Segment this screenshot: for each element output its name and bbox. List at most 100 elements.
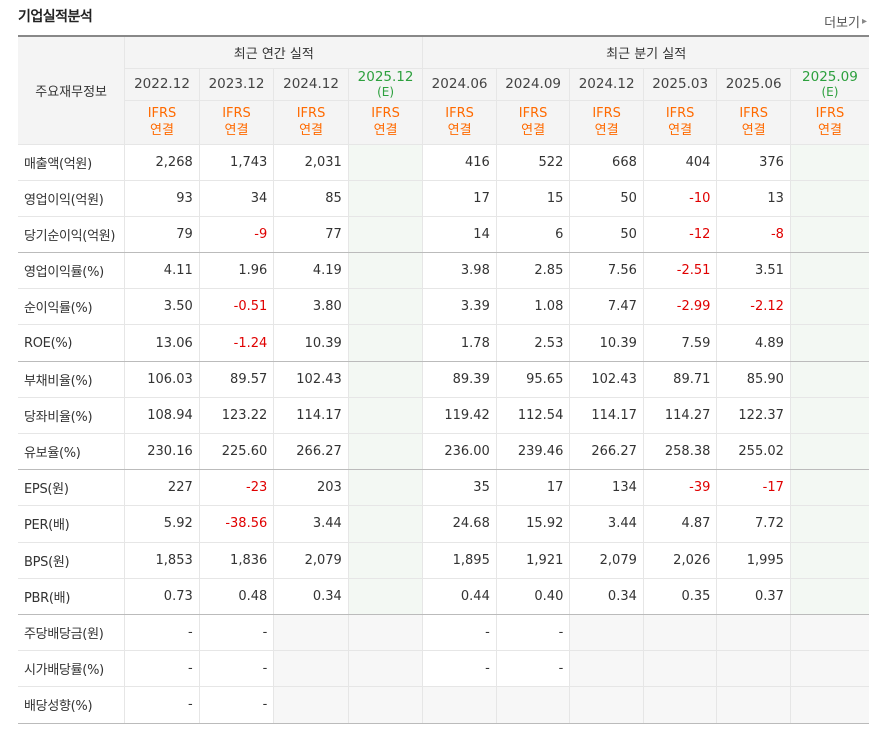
table-cell	[348, 505, 424, 543]
period-label: 2025.12	[357, 69, 414, 85]
table-cell: 7.47	[569, 288, 644, 326]
ifrs-header: IFRS 연결	[790, 100, 869, 145]
table-row: 주당배당금(원) - - - -	[18, 614, 869, 652]
period-header: 2024.06	[422, 68, 497, 101]
table-row: EPS(원) 227 -23 203 35 17 134 -39 -17	[18, 469, 869, 507]
table-cell: -	[422, 650, 497, 688]
table-cell: 404	[643, 144, 718, 181]
table-cell: 50	[569, 180, 644, 217]
period-label: 2022.12	[134, 76, 190, 92]
table-cell: 6	[496, 216, 571, 254]
ifrs-header: IFRS 연결	[716, 100, 791, 145]
ifrs-label: IFRS	[296, 106, 326, 121]
table-cell: 0.48	[199, 578, 275, 615]
table-cell	[643, 650, 718, 688]
row-label: 시가배당률(%)	[18, 650, 126, 688]
table-cell	[348, 469, 424, 507]
table-cell: 13	[716, 180, 791, 217]
period-label: 2024.09	[505, 76, 562, 92]
period-header: 2023.12	[199, 68, 275, 101]
table-cell: 79	[124, 216, 200, 254]
table-row: 유보율(%) 230.16 225.60 266.27 236.00 239.46 266.…	[18, 433, 869, 471]
table-cell	[348, 433, 424, 471]
table-cell: 7.56	[569, 252, 644, 290]
period-header: 2025.06	[716, 68, 791, 101]
table-cell: 77	[273, 216, 349, 254]
table-cell: -17	[716, 469, 791, 507]
table-cell: 0.34	[569, 578, 644, 615]
table-cell: 102.43	[273, 361, 349, 398]
table-cell: 15	[496, 180, 571, 217]
table-row: PER(배) 5.92 -38.56 3.44 24.68 15.92 3.44 4.87 7.…	[18, 505, 869, 543]
row-label: BPS(원)	[18, 542, 126, 579]
table-row: PBR(배) 0.73 0.48 0.34 0.44 0.40 0.34 0.35 0.37	[18, 578, 869, 615]
table-row: 매출액(억원) 2,268 1,743 2,031 416 522 668 404 376	[18, 144, 869, 181]
table-cell	[422, 686, 497, 724]
ifrs-label: IFRS	[147, 106, 177, 121]
table-cell: -	[496, 614, 571, 652]
table-cell: 35	[422, 469, 497, 507]
consolidated-label: 연결	[741, 123, 766, 138]
table-cell	[643, 614, 718, 652]
table-cell	[790, 216, 869, 254]
table-cell	[790, 614, 869, 652]
table-cell: -	[422, 614, 497, 652]
ifrs-label: IFRS	[665, 106, 695, 121]
table-row: 당좌비율(%) 108.94 123.22 114.17 119.42 112.54 114…	[18, 397, 869, 435]
table-cell: -1.24	[199, 324, 275, 362]
period-label: 2024.12	[578, 76, 635, 92]
table-cell: 89.71	[643, 361, 718, 398]
period-label: 2024.06	[431, 76, 488, 92]
period-header: 2024.09	[496, 68, 571, 101]
table-cell	[790, 433, 869, 471]
table-cell	[348, 144, 424, 181]
table-cell: 119.42	[422, 397, 497, 435]
period-header: 2025.09 (E)	[790, 68, 869, 101]
table-cell	[790, 324, 869, 362]
table-cell: 17	[496, 469, 571, 507]
table-cell: 34	[199, 180, 275, 217]
table-cell	[569, 650, 644, 688]
table-cell: 203	[273, 469, 349, 507]
table-cell: 108.94	[124, 397, 200, 435]
table-cell: 7.72	[716, 505, 791, 543]
table-cell	[348, 614, 424, 652]
ifrs-header: IFRS 연결	[569, 100, 644, 145]
table-cell: 2,268	[124, 144, 200, 181]
table-cell: 2,031	[273, 144, 349, 181]
table-cell: 0.73	[124, 578, 200, 615]
period-label: 2025.09	[802, 69, 858, 85]
table-cell	[716, 650, 791, 688]
table-cell	[348, 180, 424, 217]
quarter-header: 최근 분기 실적	[422, 35, 869, 69]
table-cell	[790, 144, 869, 181]
table-cell	[790, 542, 869, 579]
table-cell	[496, 686, 571, 724]
period-header: 2025.12 (E)	[348, 68, 424, 101]
table-cell: 2.85	[496, 252, 571, 290]
row-label: 매출액(억원)	[18, 144, 126, 181]
table-cell: 3.98	[422, 252, 497, 290]
table-row: 배당성향(%) - -	[18, 686, 869, 724]
table-cell: -	[124, 650, 200, 688]
table-cell: 227	[124, 469, 200, 507]
row-label: PER(배)	[18, 505, 126, 543]
table-cell: 1.78	[422, 324, 497, 362]
table-cell	[790, 252, 869, 290]
table-cell: 93	[124, 180, 200, 217]
table-cell	[790, 578, 869, 615]
table-cell: 239.46	[496, 433, 571, 471]
table-cell: 1,921	[496, 542, 571, 579]
table-cell	[790, 650, 869, 688]
table-cell	[790, 288, 869, 326]
table-cell: -	[124, 614, 200, 652]
consolidated-label: 연결	[668, 123, 693, 138]
table-cell: 1,743	[199, 144, 275, 181]
table-cell	[716, 686, 791, 724]
table-cell: 85.90	[716, 361, 791, 398]
period-label: 2023.12	[208, 76, 265, 92]
table-cell: 3.50	[124, 288, 200, 326]
table-cell	[273, 614, 349, 652]
more-link[interactable]: 더보기 ▸	[824, 12, 867, 31]
table-cell: 0.44	[422, 578, 497, 615]
